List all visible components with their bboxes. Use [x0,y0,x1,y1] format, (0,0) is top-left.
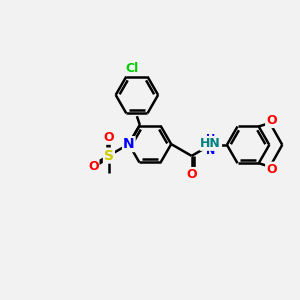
Text: O: O [88,160,98,173]
Text: S: S [104,148,114,163]
Text: Cl: Cl [126,62,139,75]
Text: H
N: H N [206,134,215,156]
Text: O: O [103,131,114,144]
Text: N: N [123,137,135,151]
Text: O: O [266,163,277,176]
Text: O: O [266,114,277,127]
Text: O: O [186,168,197,181]
Text: HN: HN [200,137,221,150]
